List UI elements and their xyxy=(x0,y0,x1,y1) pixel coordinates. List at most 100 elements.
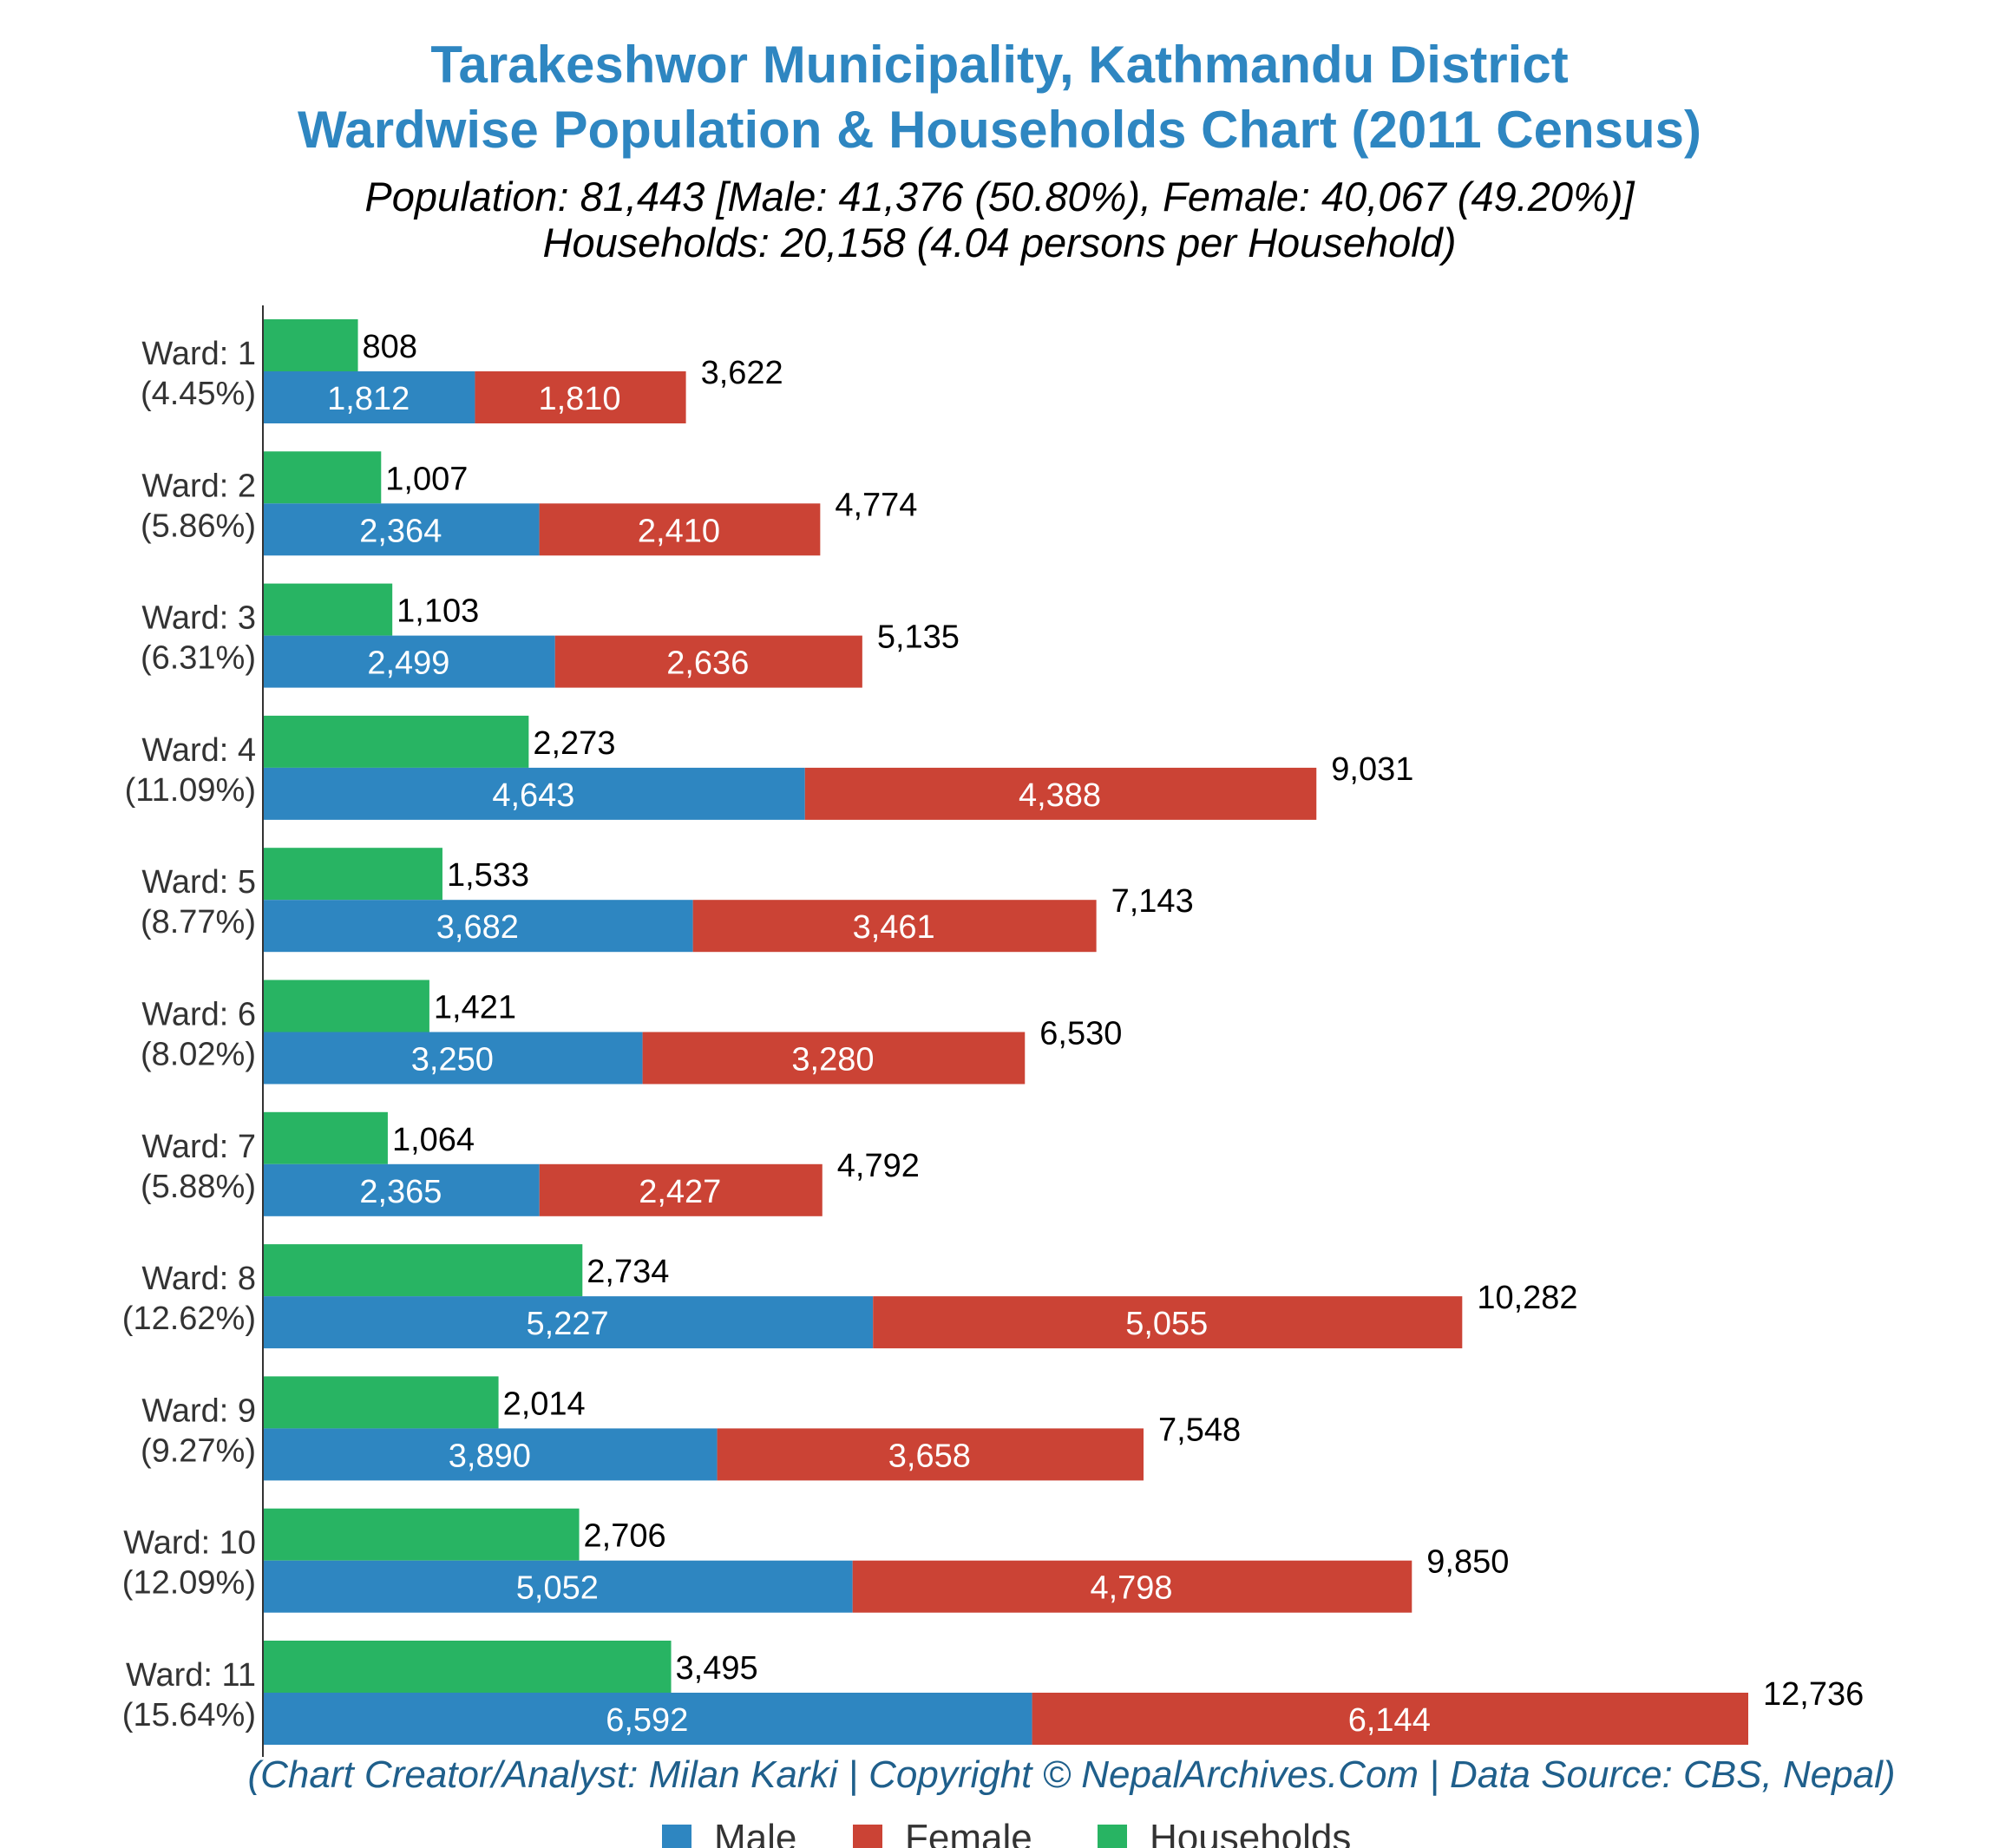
male-bar xyxy=(264,1428,718,1481)
chart-subtitle-line2: Households: 20,158 (4.04 persons per Hou… xyxy=(543,220,1457,265)
total-value-label: 12,736 xyxy=(1763,1676,1864,1713)
female-value-label: 3,658 xyxy=(888,1438,971,1474)
households-bar xyxy=(264,1376,499,1429)
male-value-label: 4,643 xyxy=(492,777,574,814)
total-value-label: 4,774 xyxy=(835,487,917,523)
category-label: Ward: 9 xyxy=(141,1393,256,1429)
households-value-label: 1,007 xyxy=(385,461,468,497)
households-value-label: 2,273 xyxy=(533,725,615,762)
households-bar xyxy=(264,451,382,504)
male-value-label: 1,812 xyxy=(327,381,410,417)
category-percent-label: (4.45%) xyxy=(141,376,256,412)
male-value-label: 2,499 xyxy=(367,645,449,682)
households-bar xyxy=(264,715,529,768)
legend: Male Female Households xyxy=(662,1817,1351,1848)
female-bar xyxy=(852,1560,1412,1613)
female-bar xyxy=(717,1428,1144,1481)
category-label: Ward: 7 xyxy=(141,1129,256,1165)
households-value-label: 2,014 xyxy=(503,1386,586,1422)
households-value-label: 1,421 xyxy=(434,990,516,1026)
total-value-label: 5,135 xyxy=(877,619,960,656)
male-bar xyxy=(264,767,805,820)
category-percent-label: (5.88%) xyxy=(141,1169,256,1205)
male-value-label: 5,227 xyxy=(527,1306,609,1342)
female-bar xyxy=(554,635,862,688)
female-value-label: 3,461 xyxy=(853,909,935,946)
female-bar xyxy=(804,767,1317,820)
chart-footer: (Chart Creator/Analyst: Milan Karki | Co… xyxy=(247,1753,1895,1796)
chart-subtitle-line1: Population: 81,443 [Male: 41,376 (50.80%… xyxy=(364,174,1635,220)
households-bar xyxy=(264,1641,672,1693)
category-percent-label: (8.02%) xyxy=(141,1037,256,1073)
households-bar xyxy=(264,583,393,636)
category-percent-label: (12.62%) xyxy=(122,1301,256,1337)
category-label: Ward: 5 xyxy=(141,864,256,901)
chart-title-line2: Wardwise Population & Households Chart (… xyxy=(298,101,1701,159)
category-label: Ward: 4 xyxy=(141,732,256,769)
female-bar xyxy=(692,900,1097,953)
male-bar xyxy=(264,371,475,423)
female-bar xyxy=(873,1296,1463,1349)
female-bar xyxy=(475,371,686,423)
category-label: Ward: 1 xyxy=(141,336,256,372)
category-percent-label: (5.86%) xyxy=(141,508,256,544)
male-bar xyxy=(264,900,693,953)
male-value-label: 3,682 xyxy=(436,909,519,946)
female-value-label: 2,410 xyxy=(638,513,720,549)
legend-swatch xyxy=(662,1825,691,1848)
total-value-label: 3,622 xyxy=(701,355,783,391)
male-value-label: 6,592 xyxy=(606,1702,688,1739)
category-label: Ward: 3 xyxy=(141,600,256,637)
category-label: Ward: 6 xyxy=(141,997,256,1033)
chart-title-line1: Tarakeshwor Municipality, Kathmandu Dist… xyxy=(430,36,1568,94)
households-bar xyxy=(264,1508,580,1561)
female-value-label: 3,280 xyxy=(791,1042,874,1078)
male-value-label: 3,250 xyxy=(411,1042,494,1078)
total-value-label: 7,143 xyxy=(1111,883,1194,920)
category-label: Ward: 8 xyxy=(141,1261,256,1297)
female-value-label: 1,810 xyxy=(538,381,620,417)
households-bar xyxy=(264,980,429,1032)
plot-area: Ward: 1 (4.45%) 808 1,812 1,810 3,622 Ward: 2 (… xyxy=(122,305,1864,1757)
male-bar xyxy=(264,1296,874,1349)
households-value-label: 3,495 xyxy=(676,1650,758,1687)
male-bar xyxy=(264,1163,540,1216)
total-value-label: 10,282 xyxy=(1477,1280,1577,1316)
male-bar xyxy=(264,1560,853,1613)
total-value-label: 9,850 xyxy=(1426,1544,1509,1581)
female-bar xyxy=(1032,1693,1748,1745)
households-bar xyxy=(264,1244,583,1297)
category-percent-label: (12.09%) xyxy=(122,1565,256,1602)
female-value-label: 5,055 xyxy=(1125,1306,1208,1342)
female-bar xyxy=(539,1163,823,1216)
total-value-label: 4,792 xyxy=(837,1148,920,1184)
female-value-label: 6,144 xyxy=(1348,1702,1431,1739)
male-value-label: 3,890 xyxy=(449,1438,531,1474)
total-value-label: 9,031 xyxy=(1331,751,1413,788)
legend-swatch xyxy=(1098,1825,1127,1848)
legend-label: Male xyxy=(714,1817,796,1848)
category-percent-label: (11.09%) xyxy=(125,772,256,809)
category-label: Ward: 2 xyxy=(141,468,256,504)
category-label: Ward: 11 xyxy=(126,1657,256,1694)
households-value-label: 1,533 xyxy=(447,857,529,894)
households-bar xyxy=(264,1111,388,1164)
category-percent-label: (8.77%) xyxy=(141,904,256,940)
female-bar xyxy=(642,1032,1026,1085)
legend-label: Female xyxy=(905,1817,1032,1848)
male-value-label: 2,365 xyxy=(359,1174,442,1210)
households-value-label: 2,734 xyxy=(587,1254,669,1290)
category-label: Ward: 10 xyxy=(123,1525,256,1562)
female-value-label: 4,388 xyxy=(1019,777,1101,814)
category-percent-label: (9.27%) xyxy=(141,1432,256,1469)
female-value-label: 2,636 xyxy=(666,645,749,682)
male-value-label: 2,364 xyxy=(359,513,442,549)
category-percent-label: (6.31%) xyxy=(141,640,256,677)
households-value-label: 2,706 xyxy=(584,1518,666,1555)
legend-swatch xyxy=(853,1825,882,1848)
households-value-label: 808 xyxy=(363,329,417,365)
male-bar xyxy=(264,635,555,688)
households-value-label: 1,064 xyxy=(392,1122,475,1158)
